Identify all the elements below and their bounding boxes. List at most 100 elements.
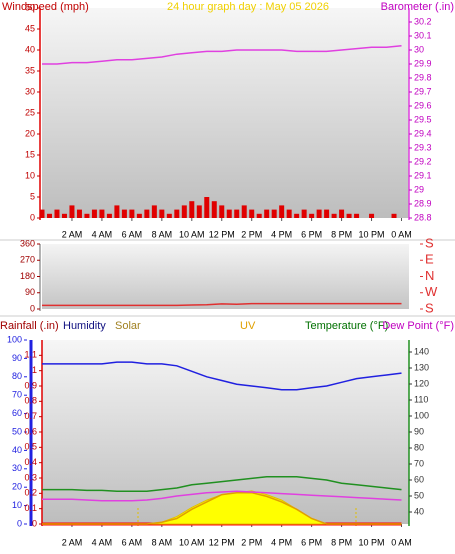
- x-tick-label: 10 AM: [179, 229, 205, 239]
- y-tick-label: 29.9: [414, 58, 432, 68]
- bar: [286, 209, 292, 218]
- bar: [249, 209, 255, 218]
- y-tick-label: 29.1: [414, 170, 432, 180]
- y-tick-label: E: [425, 252, 434, 267]
- y-tick-label: 15: [25, 149, 35, 159]
- y-tick-label: 45: [25, 23, 35, 33]
- y-tick-label: 70: [414, 458, 424, 468]
- bar: [144, 209, 150, 218]
- plot-area: [42, 340, 409, 524]
- y-tick-label: 90: [25, 287, 35, 297]
- bar: [151, 205, 157, 218]
- y-tick-label: 29.4: [414, 128, 432, 138]
- y-tick-label: 1: [32, 365, 37, 375]
- y-tick-label: 0: [32, 518, 37, 528]
- y-tick-label: 29.3: [414, 142, 432, 152]
- x-tick-label: 2 PM: [241, 537, 262, 547]
- plot-area: [42, 8, 409, 218]
- bar: [234, 209, 240, 218]
- x-tick-label: 2 AM: [62, 537, 83, 547]
- y-tick-label: 0.9: [24, 380, 37, 390]
- y-tick-label: 50: [414, 490, 424, 500]
- line: [42, 302, 402, 307]
- x-tick-label: 12 PM: [209, 537, 235, 547]
- y-tick-label: 0: [30, 212, 35, 222]
- legend-entry: Temperature (°F): [305, 320, 388, 332]
- y-tick-label: 0.2: [24, 488, 37, 498]
- y-tick-label: 1.1: [24, 350, 37, 360]
- y-tick-label: 30.1: [414, 30, 432, 40]
- bar: [76, 209, 82, 218]
- bar: [166, 213, 172, 218]
- bar: [316, 209, 322, 218]
- x-tick-label: 0 AM: [391, 229, 412, 239]
- chart-title: 24 hour graph day : May 05 2026: [167, 1, 329, 13]
- bar: [331, 213, 337, 218]
- x-tick-label: 8 AM: [152, 537, 173, 547]
- bar: [241, 205, 247, 218]
- bar: [211, 201, 217, 218]
- x-tick-label: 4 PM: [271, 537, 292, 547]
- x-tick-label: 4 AM: [92, 229, 113, 239]
- bar: [271, 209, 277, 218]
- legend-entry: Barometer (.in): [381, 1, 454, 13]
- y-tick-label: 100: [414, 410, 429, 420]
- bar: [294, 213, 300, 218]
- bar: [106, 213, 112, 218]
- bar: [99, 209, 105, 218]
- y-tick-label: 40: [12, 445, 22, 455]
- line: [42, 45, 402, 65]
- bar: [204, 197, 210, 218]
- y-tick-label: 90: [414, 426, 424, 436]
- y-tick-label: 28.8: [414, 212, 432, 222]
- y-tick-label: 70: [12, 390, 22, 400]
- y-tick-label: 0.7: [24, 411, 37, 421]
- y-tick-label: 360: [20, 238, 35, 248]
- x-tick-label: 2 AM: [62, 229, 83, 239]
- bar: [69, 205, 75, 218]
- x-tick-label: 6 PM: [301, 537, 322, 547]
- bar: [354, 213, 360, 218]
- y-tick-label: 80: [12, 371, 22, 381]
- line: [42, 361, 402, 391]
- x-tick-label: 10 PM: [359, 229, 385, 239]
- y-tick-label: 10: [12, 500, 22, 510]
- y-tick-label: 29.2: [414, 156, 432, 166]
- bar: [39, 209, 45, 218]
- y-tick-label: 270: [20, 255, 35, 265]
- y-tick-label: 90: [12, 353, 22, 363]
- y-tick-label: 0: [17, 518, 22, 528]
- plot-area: [42, 244, 409, 309]
- y-tick-label: 120: [414, 378, 429, 388]
- y-tick-label: 60: [414, 474, 424, 484]
- bar: [61, 213, 67, 218]
- bar: [226, 209, 232, 218]
- bar: [189, 201, 195, 218]
- x-tick-label: 10 PM: [359, 537, 385, 547]
- legend-entry: Dew Point (°F): [382, 320, 454, 332]
- legend-entry: Windspeed (mph): [2, 1, 89, 13]
- y-tick-label: 40: [414, 506, 424, 516]
- y-tick-label: 35: [25, 65, 35, 75]
- x-tick-label: 6 AM: [122, 229, 143, 239]
- bar: [324, 209, 330, 218]
- bar: [256, 213, 262, 218]
- x-tick-label: 2 PM: [241, 229, 262, 239]
- bar: [54, 209, 60, 218]
- bar: [391, 213, 397, 218]
- y-tick-label: 0.5: [24, 442, 37, 452]
- y-tick-label: 0.8: [24, 396, 37, 406]
- y-tick-label: 0: [30, 303, 35, 313]
- y-tick-label: 110: [414, 394, 428, 404]
- legend-entry: Rainfall (.in): [0, 320, 59, 332]
- line: [42, 490, 402, 502]
- line: [42, 476, 402, 492]
- y-tick-label: 180: [20, 271, 35, 281]
- x-tick-label: 6 AM: [122, 537, 143, 547]
- y-tick-label: 50: [25, 2, 35, 12]
- y-tick-label: W: [425, 284, 438, 299]
- legend-entry: Humidity: [63, 320, 106, 332]
- y-tick-label: S: [425, 235, 434, 250]
- bar: [196, 205, 202, 218]
- y-tick-label: 0.1: [24, 503, 37, 513]
